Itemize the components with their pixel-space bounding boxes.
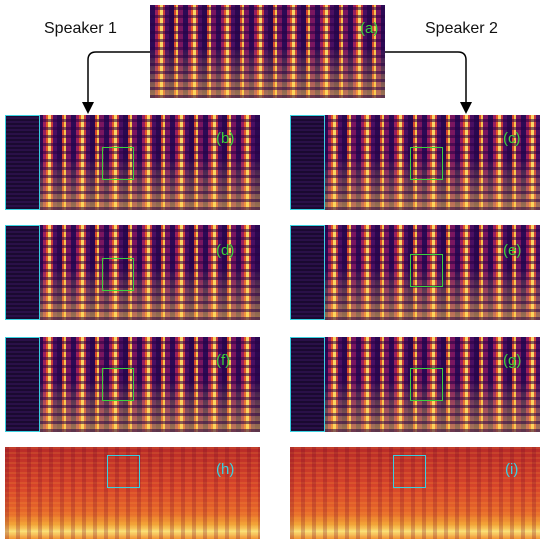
highlight-box xyxy=(410,254,443,287)
spectrogram xyxy=(290,115,540,210)
silence-box xyxy=(5,115,40,210)
arrow xyxy=(385,51,472,114)
panel-label: (e) xyxy=(503,242,522,259)
silence-box xyxy=(290,115,325,210)
spectrogram xyxy=(290,337,540,432)
highlight-box xyxy=(102,258,134,291)
spectrogram xyxy=(150,5,385,98)
arrow xyxy=(82,51,150,114)
highlight-box xyxy=(393,455,426,488)
spectrogram xyxy=(5,337,260,432)
spectrogram xyxy=(5,225,260,320)
panel-label: (f) xyxy=(216,352,231,369)
spectrogram xyxy=(290,225,540,320)
highlight-box xyxy=(410,147,443,180)
silence-box xyxy=(5,225,40,320)
panel-label: (i) xyxy=(505,461,519,478)
highlight-box xyxy=(107,455,140,488)
highlight-box xyxy=(410,368,443,401)
highlight-box xyxy=(102,147,134,180)
spectrogram xyxy=(290,447,540,539)
panel-label: (c) xyxy=(503,130,521,147)
panel-label: (h) xyxy=(216,461,235,478)
highlight-box xyxy=(102,368,134,401)
panel-label: (g) xyxy=(503,352,522,369)
spectrogram xyxy=(5,115,260,210)
silence-box xyxy=(290,337,325,432)
panel-label: (a) xyxy=(360,20,379,37)
spectrogram xyxy=(5,447,260,539)
silence-box xyxy=(290,225,325,320)
panel-label: (b) xyxy=(216,130,235,147)
speaker-label: Speaker 1 xyxy=(44,20,117,37)
silence-box xyxy=(5,337,40,432)
panel-label: (d) xyxy=(216,242,235,259)
speaker-label: Speaker 2 xyxy=(425,20,498,37)
